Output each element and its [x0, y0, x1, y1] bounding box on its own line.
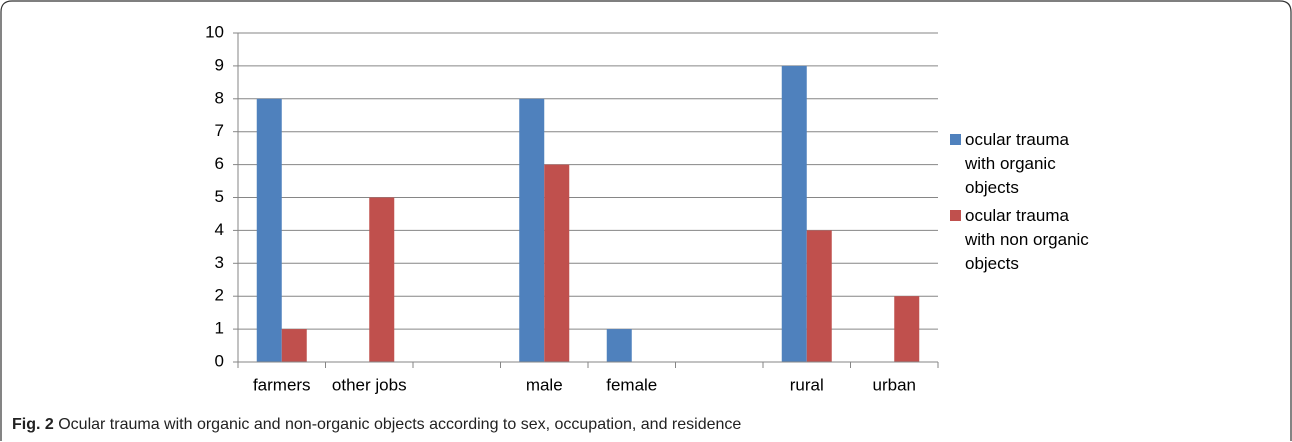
bar: [281, 329, 307, 362]
y-tick-label: 8: [215, 88, 224, 107]
legend-label: ocular trauma with organic objects: [965, 130, 1069, 197]
x-tick-label: farmers: [253, 375, 311, 394]
legend-item: ocular trauma with organic objects: [950, 128, 1100, 200]
y-tick-label: 10: [205, 22, 224, 41]
legend-swatch: [950, 210, 961, 221]
bar: [544, 164, 570, 362]
y-tick-label: 2: [215, 286, 224, 305]
y-tick-label: 6: [215, 154, 224, 173]
bar: [606, 329, 632, 362]
x-tick-label: rural: [790, 375, 824, 394]
bar: [519, 98, 545, 363]
x-tick-label: female: [606, 375, 657, 394]
bar: [781, 65, 807, 363]
legend-label: ocular trauma with non organic objects: [965, 206, 1089, 273]
x-tick-label: male: [526, 375, 563, 394]
caption-label: Fig. 2: [12, 416, 54, 433]
y-tick-label: 4: [215, 220, 224, 239]
legend: ocular trauma with organic objects ocular…: [950, 128, 1100, 280]
caption-text: Ocular trauma with organic and non-organ…: [58, 416, 742, 433]
y-tick-label: 7: [215, 121, 224, 140]
bar: [369, 197, 395, 362]
legend-swatch: [950, 134, 961, 145]
caption: Fig. 2 Ocular trauma with organic and no…: [12, 416, 741, 434]
x-tick-label: other jobs: [332, 375, 407, 394]
y-tick-label: 3: [215, 253, 224, 272]
bar: [256, 98, 282, 363]
y-tick-label: 9: [215, 55, 224, 74]
legend-item: ocular trauma with non organic objects: [950, 204, 1100, 276]
y-tick-label: 1: [215, 319, 224, 338]
x-tick-label: urban: [873, 375, 916, 394]
bar: [894, 296, 920, 362]
y-tick-label: 0: [215, 351, 224, 370]
y-tick-label: 5: [215, 187, 224, 206]
bar: [806, 230, 832, 362]
